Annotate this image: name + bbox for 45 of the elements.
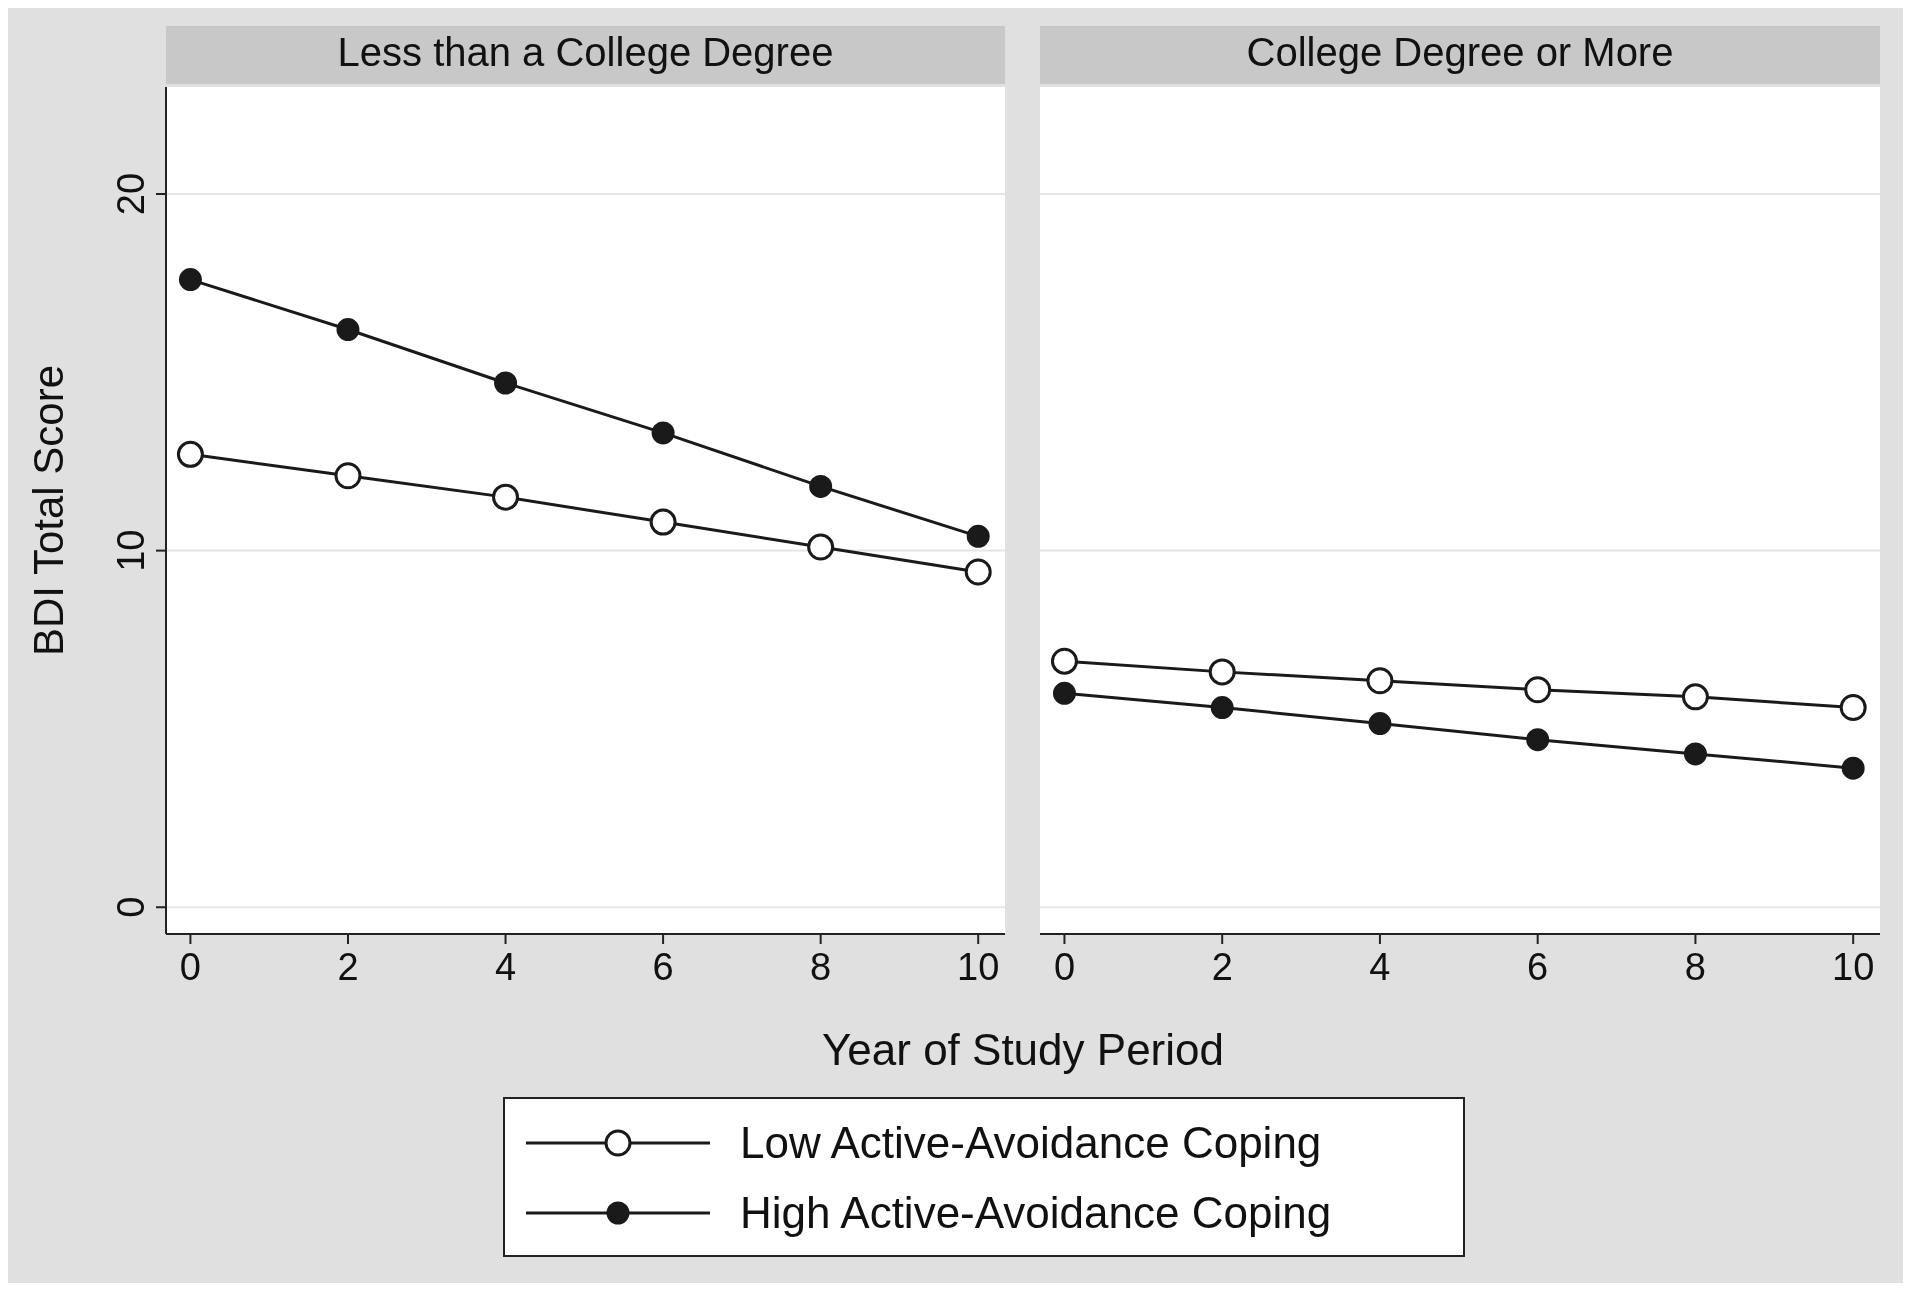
point <box>494 371 518 395</box>
point <box>1366 667 1394 695</box>
point <box>1683 742 1707 766</box>
y-axis-title: BDI Total Score <box>25 364 72 657</box>
point <box>1208 658 1236 686</box>
point <box>336 318 360 342</box>
point <box>966 524 990 548</box>
x-axis-title: Year of Study Period <box>822 1025 1224 1074</box>
x-tick-label: 6 <box>1527 946 1549 988</box>
point <box>492 483 520 511</box>
point <box>1524 676 1552 704</box>
point <box>176 440 204 468</box>
x-tick-label: 6 <box>652 946 674 988</box>
chart-title: College Degree or More <box>1246 30 1674 74</box>
x-tick-label: 10 <box>957 946 1000 988</box>
point <box>1050 647 1078 675</box>
point <box>178 268 202 292</box>
point <box>334 462 362 490</box>
point <box>1052 681 1076 705</box>
x-tick-label: 0 <box>1053 946 1076 988</box>
point <box>649 508 677 536</box>
point <box>651 421 675 445</box>
chart-title: Less than a College Degree <box>337 30 834 74</box>
legend-label: Low Active-Avoidance Coping <box>740 1118 1322 1167</box>
x-tick-label: 8 <box>810 946 832 988</box>
point <box>1526 728 1550 752</box>
point <box>1841 756 1865 780</box>
x-tick-label: 8 <box>1684 946 1707 988</box>
legend-label: High Active-Avoidance Coping <box>740 1188 1332 1237</box>
point <box>964 558 992 586</box>
x-tick-label: 10 <box>1832 946 1875 988</box>
point <box>1681 683 1709 711</box>
x-tick-label: 2 <box>1211 946 1233 988</box>
point <box>1839 694 1867 722</box>
x-tick-label: 4 <box>1369 946 1391 988</box>
y-tick-label: 0 <box>110 896 152 918</box>
point <box>1368 712 1392 736</box>
x-tick-label: 4 <box>494 946 517 988</box>
x-tick-label: 2 <box>337 946 359 988</box>
y-tick-label: 10 <box>110 529 152 572</box>
y-tick-label: 20 <box>110 172 152 216</box>
point <box>1210 696 1234 720</box>
point <box>807 533 835 561</box>
x-tick-label: 0 <box>179 946 201 988</box>
point <box>809 474 833 498</box>
